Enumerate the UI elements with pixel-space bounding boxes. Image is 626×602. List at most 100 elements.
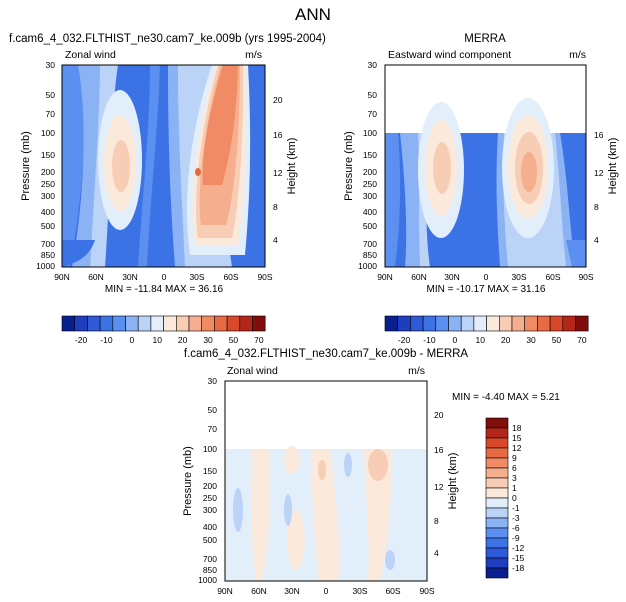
panel-model-height-tick: 4	[273, 235, 278, 245]
panel-model-xtick: 90S	[257, 272, 272, 282]
colorbar-obs-swatch	[473, 315, 487, 332]
panel-model-xtick: 30S	[189, 272, 204, 282]
colorbar-obs-swatch	[460, 315, 475, 332]
colorbar-obs-swatch	[537, 315, 551, 332]
panel-obs-ytick: 30	[368, 60, 378, 70]
panel-model-ytick: 30	[46, 60, 56, 70]
panel-obs: MERRA Eastward wind component m/s 30 50 …	[343, 33, 619, 295]
colorbar-obs-swatch	[486, 315, 500, 332]
panel-diff-height-tick: 20	[434, 410, 444, 420]
colorbar-diff-swatch	[485, 547, 509, 559]
colorbar-model-label: 0	[129, 335, 134, 345]
colorbar-model-swatch	[239, 315, 253, 332]
panel-diff-contours	[225, 381, 427, 581]
colorbar-diff-label: -6	[512, 523, 520, 533]
colorbar-diff-swatch	[485, 447, 509, 459]
panel-model-ytick: 1000	[36, 261, 55, 271]
colorbar-diff-swatch	[485, 567, 509, 579]
colorbar-obs-swatch	[575, 315, 589, 332]
panel-model-height-tick: 16	[273, 130, 283, 140]
panel-diff-xtick: 30N	[284, 586, 300, 596]
panel-obs-height-tick: 12	[594, 168, 604, 178]
colorbar-model-swatch	[99, 315, 114, 332]
colorbar-obs-swatch	[498, 315, 513, 332]
colorbar-model-label: 10	[153, 335, 163, 345]
panel-diff-xtick: 30S	[352, 586, 367, 596]
panel-diff-xtick: 60S	[385, 586, 400, 596]
colorbar-diff-label: 18	[512, 423, 522, 433]
panel-model-xtick: 60S	[223, 272, 238, 282]
colorbar-diff-label: -1	[512, 503, 520, 513]
panel-diff-anomaly	[284, 446, 300, 474]
colorbar-obs-swatch	[435, 315, 449, 332]
panel-diff-ytick: 150	[203, 466, 217, 476]
panel-obs-ytick: 70	[368, 109, 378, 119]
colorbar-diff-label: 9	[512, 453, 517, 463]
panel-diff-height-tick: 4	[434, 548, 439, 558]
panel-obs-ytick: 250	[363, 179, 377, 189]
panel-model-xtick: 0	[162, 272, 167, 282]
panel-obs-xtick: 30N	[444, 272, 460, 282]
panel-obs-xtick: 60N	[411, 272, 427, 282]
panel-obs-title: MERRA	[464, 33, 506, 45]
colorbar-diff-label: 12	[512, 443, 522, 453]
colorbar-model-label: 20	[178, 335, 188, 345]
colorbar-obs-label: 30	[526, 335, 536, 345]
colorbar-diff-swatch	[485, 507, 509, 519]
colorbar-diff-label: -9	[512, 533, 520, 543]
colorbar-model-label: 30	[203, 335, 213, 345]
panel-obs-ytick: 200	[363, 167, 377, 177]
panel-obs-units-label: m/s	[569, 49, 586, 61]
colorbar-obs-label: 20	[501, 335, 511, 345]
colorbar-obs-swatch	[397, 315, 411, 332]
colorbar-diff-swatch	[485, 457, 509, 469]
colorbar-obs-label: 0	[452, 335, 457, 345]
panel-model-ytick: 500	[41, 221, 55, 231]
colorbar-model-swatch	[163, 315, 177, 332]
panel-obs-height-tick: 4	[594, 235, 599, 245]
panel-model-ytick: 100	[41, 128, 55, 138]
colorbar-model: -20 -10 0 10 20 30 50 70	[61, 315, 266, 345]
panel-diff: f.cam6_4_032.FLTHIST_ne30.cam7_ke.009b -…	[182, 348, 560, 596]
panel-obs-ytick: 1000	[358, 261, 377, 271]
panel-obs-xtick: 60S	[545, 272, 560, 282]
panel-obs-ytick: 150	[363, 150, 377, 160]
panel-diff-ytick: 200	[203, 481, 217, 491]
colorbar-obs-swatch	[422, 315, 437, 332]
panel-model-contours	[62, 65, 265, 267]
panel-diff-ytick: 50	[208, 405, 218, 415]
panel-model-ylabel: Pressure (mb)	[20, 131, 32, 201]
panel-diff-units-label: m/s	[408, 365, 425, 377]
panel-diff-axes: 30 50 70 100 150 200 250 300 400 500 700…	[198, 376, 444, 596]
panel-model-ytick: 300	[41, 191, 55, 201]
colorbar-model-swatch	[188, 315, 202, 332]
colorbar-diff-label: 3	[512, 473, 517, 483]
panel-obs-ytick: 300	[363, 191, 377, 201]
panel-diff-ytick: 500	[203, 535, 217, 545]
colorbar-obs-swatch	[511, 315, 525, 332]
panel-model: f.cam6_4_032.FLTHIST_ne30.cam7_ke.009b (…	[9, 33, 326, 295]
panel-diff-stats: MIN = -4.40 MAX = 5.21	[452, 392, 560, 403]
colorbar-diff-label: -15	[512, 553, 525, 563]
panel-obs-ytick: 500	[363, 221, 377, 231]
panel-diff-height-tick: 12	[434, 482, 444, 492]
panel-diff-ylabel: Pressure (mb)	[182, 446, 194, 516]
colorbar-obs-swatch	[562, 315, 576, 332]
panel-obs-ylabel: Pressure (mb)	[343, 131, 355, 201]
panel-model-ytick: 700	[41, 239, 55, 249]
panel-obs-ytick: 50	[368, 90, 378, 100]
panel-model-ytick: 150	[41, 150, 55, 160]
colorbar-diff-swatch	[485, 487, 509, 499]
colorbar-diff-label: 6	[512, 463, 517, 473]
panel-diff-ytick: 400	[203, 522, 217, 532]
panel-obs-ytick: 700	[363, 239, 377, 249]
colorbar-model-swatch	[201, 315, 215, 332]
colorbar-model-label: 50	[229, 335, 239, 345]
panel-obs-axes: 30 50 70 100 150 200 250 300 400 500 700…	[358, 60, 604, 282]
panel-diff-ytick: 850	[203, 565, 217, 575]
panel-obs-variable-label: Eastward wind component	[388, 49, 511, 61]
panel-diff-title: f.cam6_4_032.FLTHIST_ne30.cam7_ke.009b -…	[184, 348, 469, 360]
panel-diff-ytick: 250	[203, 493, 217, 503]
panel-obs-ytick: 850	[363, 250, 377, 260]
